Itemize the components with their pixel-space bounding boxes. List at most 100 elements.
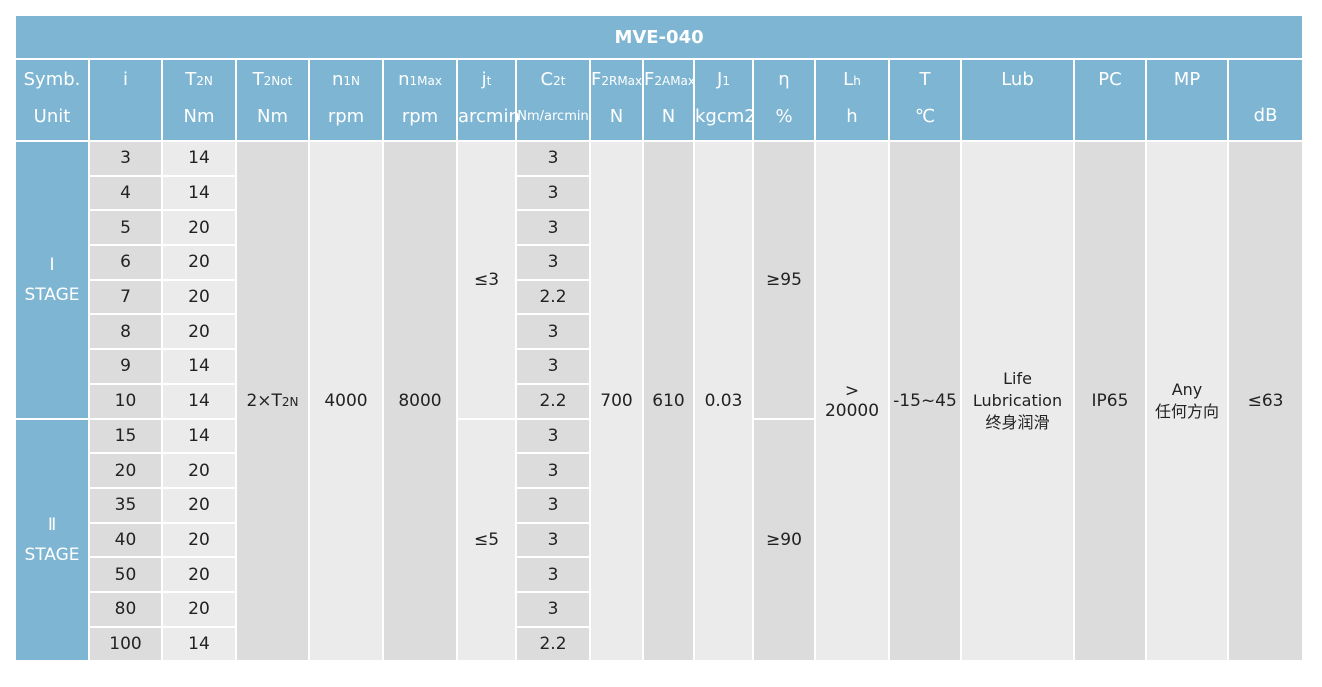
rated-speed-cell: 4000 bbox=[310, 142, 382, 661]
torsional-rigidity-cell: 3 bbox=[517, 558, 589, 591]
table-row: 35 20 3 bbox=[16, 488, 1302, 522]
header-symbol: Symb. bbox=[16, 62, 88, 99]
rated-torque-cell: 14 bbox=[163, 350, 235, 383]
header-symbol: Lh bbox=[816, 62, 888, 99]
efficiency-cell: ≥95 bbox=[754, 142, 814, 418]
spec-table: MVE-040 Symb. Unit i T2N Nm T2Not Nm n1N rpm n1Ma… bbox=[14, 14, 1304, 662]
stage-text: STAGE bbox=[24, 544, 80, 565]
header-cell: J1 kgcm2 bbox=[695, 60, 756, 140]
table-row: 5 20 3 bbox=[16, 211, 1302, 245]
header-cell: F2RMax N bbox=[591, 60, 642, 140]
service-life-cell: > 20000 bbox=[816, 142, 888, 661]
symbol-subscript: h bbox=[853, 74, 861, 88]
symbol-text: PC bbox=[1098, 69, 1122, 90]
header-unit: Nm bbox=[183, 106, 215, 127]
symbol-text: C bbox=[540, 69, 554, 90]
header-symbol: J1 bbox=[695, 62, 752, 99]
ratio-cell: 5 bbox=[90, 211, 161, 245]
symbol-text: F bbox=[644, 69, 655, 90]
torsional-rigidity-cell: 2.2 bbox=[517, 627, 589, 661]
rated-torque-cell: 20 bbox=[163, 454, 235, 487]
ratio-cell: 15 bbox=[90, 419, 161, 453]
rated-torque-cell: 20 bbox=[163, 211, 235, 245]
header-unit: rpm bbox=[327, 106, 365, 127]
symbol-text: Symb. bbox=[23, 69, 81, 90]
ratio-cell: 80 bbox=[90, 592, 161, 626]
table-body: Ⅰ STAGE 3 14 2×T2N 4000 8000 ≤3 3 700 610 0.03 ≥95 > … bbox=[16, 142, 1303, 661]
header-cell: Lub bbox=[962, 60, 1073, 140]
emergency-torque-cell: 2×T2N bbox=[237, 142, 308, 661]
symbol-text: i bbox=[122, 69, 128, 90]
torsional-rigidity-cell: 3 bbox=[517, 523, 589, 557]
lubrication-text: Life bbox=[1003, 369, 1032, 389]
header-cell: Lh h bbox=[816, 60, 888, 140]
header-cell: η% bbox=[754, 60, 814, 140]
torsional-rigidity-cell: 3 bbox=[517, 488, 589, 522]
header-symbol: F2AMax bbox=[644, 62, 695, 99]
symbol-text: MP bbox=[1173, 69, 1201, 90]
rated-torque-cell: 14 bbox=[163, 176, 235, 210]
stage-text: STAGE bbox=[24, 284, 80, 305]
rated-torque-cell: 20 bbox=[163, 488, 235, 522]
ratio-cell: 3 bbox=[90, 142, 161, 175]
header-cell: n1N rpm bbox=[310, 60, 382, 140]
stage-label: Ⅱ STAGE bbox=[16, 419, 88, 661]
header-symbol: T2Not bbox=[237, 62, 308, 99]
backlash-cell: ≤3 bbox=[458, 142, 515, 418]
torsional-rigidity-cell: 3 bbox=[517, 315, 589, 349]
header-symbol: C2t bbox=[517, 62, 589, 99]
symbol-text: F bbox=[591, 69, 602, 90]
table-row: 4 14 3 bbox=[16, 176, 1302, 210]
mounting-text: Any bbox=[1171, 380, 1203, 400]
header-unit: arcmin bbox=[458, 106, 520, 127]
table-row: 6 20 3 bbox=[16, 246, 1302, 279]
ratio-cell: 50 bbox=[90, 558, 161, 591]
header-symbol: T2N bbox=[163, 62, 235, 99]
mounting-position-cell: Any 任何方向 bbox=[1147, 142, 1227, 661]
header-cell: PC bbox=[1075, 60, 1145, 140]
temperature-cell: -15~45 bbox=[890, 142, 960, 661]
max-speed-cell: 8000 bbox=[384, 142, 456, 661]
inertia-cell: 0.03 bbox=[695, 142, 752, 661]
table-row: 50 20 3 bbox=[16, 558, 1302, 591]
ratio-cell: 35 bbox=[90, 488, 161, 522]
header-cell: F2AMax N bbox=[644, 60, 695, 140]
stage-number: Ⅰ bbox=[49, 254, 55, 275]
ratio-cell: 7 bbox=[90, 280, 161, 314]
symbol-text: T bbox=[252, 69, 264, 90]
header-cell: Symb. Unit bbox=[16, 60, 88, 140]
protection-class-cell: IP65 bbox=[1075, 142, 1145, 661]
torsional-rigidity-cell: 3 bbox=[517, 176, 589, 210]
torsional-rigidity-cell: 2.2 bbox=[517, 384, 589, 418]
symbol-text: J bbox=[717, 69, 723, 90]
rated-torque-cell: 20 bbox=[163, 246, 235, 279]
torsional-rigidity-cell: 3 bbox=[517, 211, 589, 245]
header-unit: ℃ bbox=[914, 106, 936, 127]
noise-level-cell: ≤63 bbox=[1229, 142, 1303, 661]
header-symbol: F2RMax bbox=[591, 62, 642, 99]
torsional-rigidity-cell: 3 bbox=[517, 454, 589, 487]
ratio-cell: 20 bbox=[90, 454, 161, 487]
table-row: 8 20 3 bbox=[16, 315, 1302, 349]
table-row: 20 20 3 bbox=[16, 454, 1302, 487]
header-unit: Unit bbox=[33, 106, 71, 127]
header-cell: i bbox=[90, 60, 161, 140]
header-unit: Nm/arcmin bbox=[517, 109, 589, 124]
header-symbol bbox=[1229, 62, 1302, 98]
header-cell: T2N Nm bbox=[163, 60, 235, 140]
model-title: MVE-040 bbox=[16, 16, 1303, 58]
ratio-cell: 9 bbox=[90, 350, 161, 383]
stage-label: Ⅰ STAGE bbox=[16, 142, 88, 418]
table-row: 7 20 2.2 bbox=[16, 280, 1302, 314]
torsional-rigidity-cell: 3 bbox=[517, 592, 589, 626]
header-cell: C2t Nm/arcmin bbox=[517, 60, 589, 140]
table-row: 80 20 3 bbox=[16, 592, 1302, 626]
header-row: Symb. Unit i T2N Nm T2Not Nm n1N rpm n1Max rpm jt ar… bbox=[16, 60, 1303, 140]
header-unit: N bbox=[661, 106, 676, 127]
table-row: 10 14 2.2 bbox=[16, 384, 1302, 418]
symbol-subscript: 2RMax bbox=[601, 74, 643, 88]
header-cell: MP bbox=[1147, 60, 1227, 140]
header-symbol: η bbox=[754, 62, 814, 99]
symbol-text: j bbox=[481, 69, 487, 90]
header-cell: T2Not Nm bbox=[237, 60, 308, 140]
